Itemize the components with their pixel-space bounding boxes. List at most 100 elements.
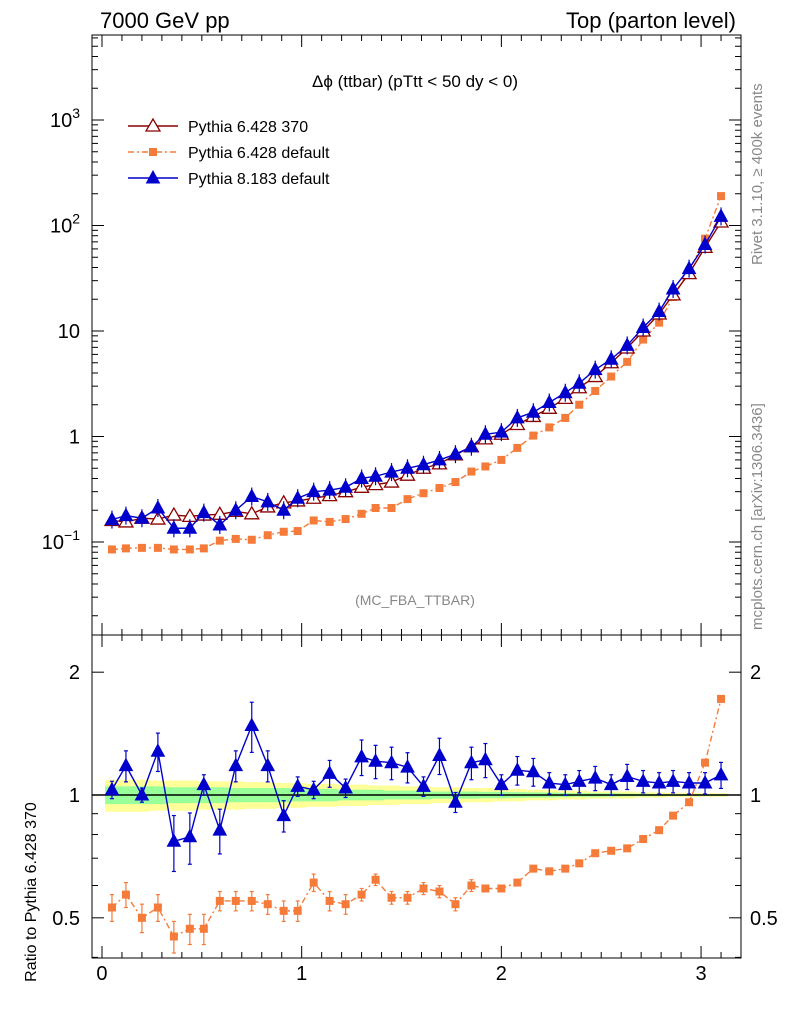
main-data-point <box>322 482 337 496</box>
ratio-data-point <box>607 846 616 855</box>
main-data-point <box>371 504 380 513</box>
ratio-ticks <box>92 635 742 958</box>
ratio-data-point <box>107 903 116 912</box>
ratio-panel: 0.5 0.5 1 1 2 2 0 1 2 3 Ratio to Pythia 6.428 37… <box>23 634 778 985</box>
main-data-point <box>481 462 490 471</box>
ratio-data-point <box>371 875 380 884</box>
main-data-point <box>196 504 212 519</box>
main-data-point <box>121 544 130 553</box>
ratio-data-point <box>478 751 493 766</box>
ratio-data-point <box>603 776 619 791</box>
main-data-point <box>419 489 428 498</box>
main-data-point <box>118 507 134 522</box>
main-data-point <box>529 431 538 440</box>
main-data-point <box>182 520 198 534</box>
main-data-point <box>557 384 573 399</box>
ratio-data-point <box>403 893 412 902</box>
ratio-data-point <box>416 778 431 792</box>
ratio-data-point <box>104 781 120 796</box>
main-y-tick-label: 10−1 <box>42 527 80 554</box>
main-data-point <box>368 468 383 482</box>
main-y-tick-label-exponent: −1 <box>64 527 80 543</box>
ratio-data-point <box>338 780 353 794</box>
main-data-point <box>448 446 463 460</box>
main-data-point <box>357 509 366 518</box>
ratio-data-point <box>497 884 506 893</box>
main-data-point <box>400 460 415 474</box>
main-data-point <box>665 280 681 295</box>
main-data-point <box>619 337 635 351</box>
main-data-point <box>681 260 697 275</box>
main-data-point <box>306 483 321 498</box>
ratio-series-line <box>111 698 722 938</box>
main-data-point <box>166 520 182 534</box>
legend-marker <box>145 169 161 184</box>
ratio-data-point <box>571 773 587 787</box>
ratio-data-point <box>325 896 334 905</box>
main-series-line <box>111 195 722 551</box>
ratio-data-point <box>639 835 648 844</box>
main-data-point <box>651 303 667 318</box>
main-data-point <box>513 443 522 452</box>
main-data-point <box>587 361 603 376</box>
main-data-point <box>561 413 570 422</box>
ratio-data-point <box>619 768 635 783</box>
ratio-data-point <box>419 884 428 893</box>
ratio-y-tick-label-left: 2 <box>69 662 80 684</box>
main-data-point <box>435 483 444 492</box>
ratio-data-point <box>263 900 272 909</box>
ratio-data-point <box>354 748 369 763</box>
main-data-point <box>150 499 166 514</box>
ratio-data-point <box>137 913 146 922</box>
main-data-point <box>165 506 183 521</box>
ratio-data-point <box>557 776 573 791</box>
main-data-point <box>104 511 120 526</box>
ratio-series-line <box>111 723 722 843</box>
legend-label: Pythia 6.428 default <box>188 145 330 162</box>
watermark: (MC_FBA_TTBAR) <box>355 592 475 608</box>
main-data-point <box>137 543 146 552</box>
ratio-data-point <box>306 781 321 796</box>
main-series <box>103 192 730 554</box>
header-left: 7000 GeV pp <box>100 8 230 33</box>
ratio-data-point <box>717 694 726 703</box>
main-data-point <box>293 527 302 536</box>
ratio-data-point <box>368 753 383 767</box>
ratio-data-point <box>247 896 256 905</box>
x-tick-label: 1 <box>296 963 307 985</box>
main-y-tick-label-base: 10 <box>50 216 72 238</box>
ratio-data-point <box>121 890 130 899</box>
ratio-data-point <box>669 811 678 820</box>
main-data-point <box>244 488 260 502</box>
ratio-data-point <box>529 864 538 873</box>
main-title: Δϕ (ttbar) (pTtt < 50 dy < 0) <box>312 72 518 91</box>
ratio-data-point <box>215 896 224 905</box>
ratio-data-point <box>293 906 302 915</box>
ratio-data-point <box>623 844 632 853</box>
legend: Pythia 6.428 370 Pythia 6.428 default Pyth… <box>128 117 330 188</box>
ratio-data-point <box>150 743 166 757</box>
main-data-point <box>247 535 256 544</box>
main-data-point <box>416 456 431 471</box>
header-right: Top (parton level) <box>566 8 736 33</box>
main-data-point <box>713 208 729 222</box>
main-data-point <box>403 495 412 504</box>
main-data-point <box>655 318 664 327</box>
main-data-point <box>243 505 260 520</box>
main-data-point <box>387 504 396 513</box>
main-data-point <box>571 375 587 389</box>
legend-label: Pythia 8.183 default <box>188 171 330 188</box>
main-data-point <box>467 467 476 476</box>
main-data-point <box>510 409 525 424</box>
main-data-point <box>199 544 208 553</box>
main-y-tick-label-base: 10 <box>42 532 64 554</box>
ratio-ylabel: Ratio to Pythia 6.428 370 <box>23 802 40 982</box>
main-data-point <box>591 386 600 395</box>
ratio-data-point <box>575 859 584 868</box>
main-series-line <box>111 216 722 529</box>
main-data-point <box>494 424 509 438</box>
main-y-tick-label-base: 10 <box>50 110 72 132</box>
ratio-data-point <box>635 773 651 787</box>
main-data-point <box>717 192 726 201</box>
